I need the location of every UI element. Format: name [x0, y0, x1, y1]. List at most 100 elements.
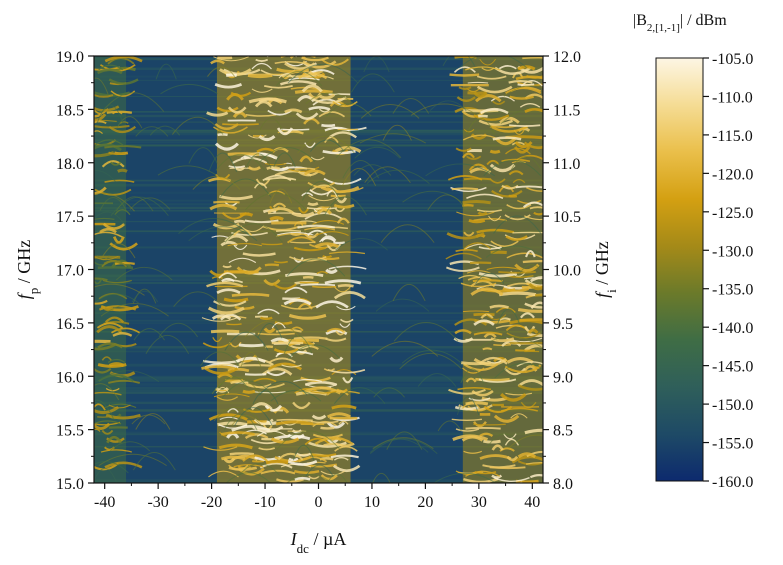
y-left-tick-label: 19.0	[56, 49, 84, 66]
heatmap-arc	[239, 345, 264, 346]
heatmap-arc	[300, 284, 335, 285]
x-tick-label: 0	[315, 494, 323, 511]
heatmap-arc	[473, 424, 505, 425]
colorbar-tick-label: -125.0	[712, 205, 753, 222]
heatmap-arc	[240, 214, 252, 215]
heatmap-arc	[522, 58, 555, 59]
heatmap-arc	[321, 125, 335, 126]
heatmap-arc	[338, 285, 354, 286]
x-tick-label: 10	[364, 494, 380, 511]
y-right-tick-label: 11.5	[553, 102, 580, 119]
colorbar-gradient	[656, 58, 703, 481]
heatmap-arc	[232, 294, 269, 295]
colorbar-tick-label: -105.0	[712, 51, 753, 68]
heatmap-arc	[520, 319, 554, 320]
heatmap-arc	[270, 218, 283, 220]
y-right-axis-title: fi / GHz	[592, 241, 619, 298]
colorbar-tick-label: -110.0	[712, 89, 753, 106]
heatmap-arc	[490, 467, 526, 468]
y-left-tick-label: 18.5	[56, 102, 84, 119]
y-left-tick-label: 16.0	[56, 369, 84, 386]
heatmap-arc	[234, 221, 245, 222]
y-left-tick-label: 17.0	[56, 263, 84, 280]
heatmap-arc	[308, 203, 318, 204]
heatmap-arc	[333, 242, 344, 243]
heatmap-arc	[509, 125, 540, 126]
heatmap-arc	[118, 170, 127, 171]
colorbar-tick-label: -150.0	[712, 397, 753, 414]
plot-area	[71, 51, 570, 491]
heatmap-arc	[499, 293, 536, 295]
heatmap-arc	[243, 391, 255, 392]
heatmap-arc	[483, 348, 492, 349]
x-tick-label: 30	[471, 494, 487, 511]
y-right-tick-label: 9.0	[553, 369, 573, 386]
y-right-tick-label: 9.5	[553, 316, 573, 333]
heatmap-arc	[115, 263, 135, 264]
heatmap-arc	[248, 75, 272, 76]
y-right-tick-label: 8.5	[553, 423, 573, 440]
heatmap-arc	[516, 186, 542, 187]
x-tick-label: -30	[147, 494, 168, 511]
x-tick-label: 40	[524, 494, 540, 511]
y-left-axis-title: fp / GHz	[14, 240, 41, 300]
heatmap-arc	[466, 403, 488, 404]
colorbar-tick-label: -160.0	[712, 474, 753, 491]
heatmap-arc	[321, 428, 335, 429]
heatmap-arc	[462, 205, 473, 206]
colorbar-title: |B2,[1,-1]| / dBm	[633, 12, 727, 34]
heatmap-arc	[223, 266, 231, 267]
heatmap-arc	[258, 334, 295, 335]
heatmap-arc	[260, 318, 272, 319]
heatmap-arc	[230, 453, 254, 454]
y-left-tick-label: 15.0	[56, 476, 84, 493]
x-tick-label: -40	[94, 494, 115, 511]
heatmap-arc	[290, 242, 315, 243]
y-left-tick-label: 18.0	[56, 156, 84, 173]
colorbar-tick-label: -120.0	[712, 166, 753, 183]
heatmap-arc	[252, 461, 264, 462]
heatmap-arc	[295, 478, 310, 479]
colorbar-tick-label: -130.0	[712, 243, 753, 260]
y-left-tick-label: 16.5	[56, 316, 84, 333]
y-right-tick-label: 10.0	[553, 263, 581, 280]
heatmap-arc	[518, 310, 555, 312]
heatmap-arc	[213, 202, 239, 203]
heatmap-arc	[523, 261, 556, 262]
heatmap-arc	[463, 311, 489, 312]
y-left-tick-label: 17.5	[56, 209, 84, 226]
heatmap-arc	[215, 390, 228, 391]
heatmap-arc	[498, 272, 535, 273]
heatmap-arc	[450, 75, 480, 76]
heatmap-arc	[294, 338, 328, 339]
y-left-tick-label: 15.5	[56, 423, 84, 440]
x-tick-label: -20	[201, 494, 222, 511]
colorbar-tick-label: -145.0	[712, 359, 753, 376]
heatmap-arc	[468, 82, 488, 83]
heatmap-arc	[265, 265, 279, 266]
x-tick-label: -10	[254, 494, 275, 511]
y-right-tick-label: 12.0	[553, 49, 581, 66]
heatmap-arc	[295, 168, 315, 169]
heatmap-arc	[490, 151, 500, 152]
y-right-tick-label: 8.0	[553, 476, 573, 493]
heatmap-arc	[303, 277, 313, 278]
heatmap-arc	[276, 231, 301, 232]
y-right-tick-label: 10.5	[553, 209, 581, 226]
colorbar: -105.0 -110.0 -115.0 -120.0 -125.0 -130.0 -135…	[633, 12, 753, 491]
heatmap-arc	[466, 428, 501, 429]
colorbar-tick-label: -115.0	[712, 128, 753, 145]
heatmap-arc	[267, 167, 280, 168]
heatmap-arc	[452, 188, 478, 189]
heatmap-arc	[222, 124, 258, 125]
colorbar-tick-label: -135.0	[712, 282, 753, 299]
x-tick-label: 20	[417, 494, 433, 511]
heatmap-arc	[461, 363, 491, 364]
heatmap-arc	[518, 84, 535, 85]
heatmap-arc	[226, 324, 241, 325]
heatmap-arc	[211, 331, 239, 332]
heatmap-arc	[312, 287, 336, 288]
heatmap-arc	[469, 220, 485, 221]
